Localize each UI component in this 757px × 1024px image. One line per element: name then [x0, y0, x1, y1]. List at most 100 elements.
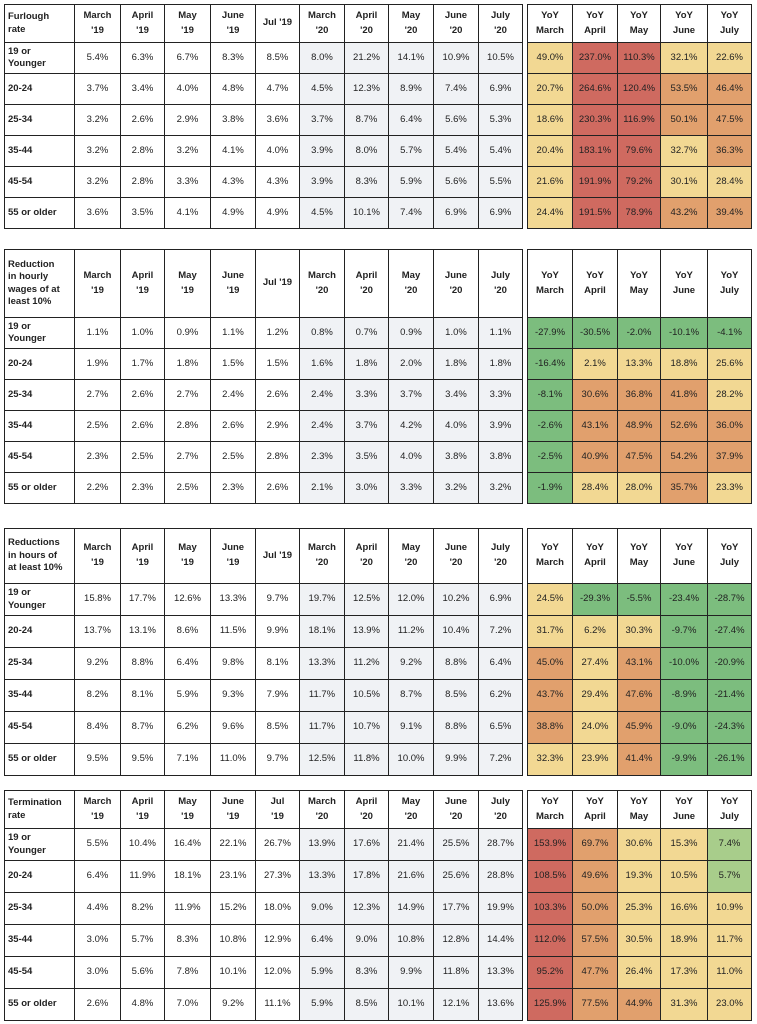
yoy-row: 112.0% 57.5% 30.5% 18.9% 11.7%	[527, 924, 752, 957]
yoy-row: -16.4% 2.1% 13.3% 18.8% 25.6%	[527, 348, 752, 380]
value-cell: 8.5%	[255, 42, 300, 74]
yoy-cell: 54.2%	[660, 441, 708, 473]
value-cell: 18.1%	[299, 615, 345, 648]
value-cell: 12.0%	[255, 956, 300, 989]
value-cell: 11.9%	[164, 892, 211, 925]
yoy-cell: 31.7%	[527, 615, 573, 648]
yoy-row: 153.9% 69.7% 30.6% 15.3% 7.4%	[527, 828, 752, 861]
value-cell: 8.2%	[120, 892, 165, 925]
value-cell: 27.3%	[255, 860, 300, 893]
yoy-cell: 50.0%	[572, 892, 618, 925]
yoy-cell: 47.5%	[617, 441, 661, 473]
yoy-cell: 43.2%	[660, 197, 708, 229]
value-cell: 6.4%	[164, 647, 211, 680]
yoy-column-header: YoY April	[572, 4, 618, 43]
value-cell: 1.5%	[255, 348, 300, 380]
value-cell: 3.5%	[344, 441, 389, 473]
value-cell: 8.2%	[74, 679, 121, 712]
value-cell: 8.5%	[433, 679, 479, 712]
yoy-column-header: YoY May	[617, 790, 661, 829]
yoy-cell: 191.9%	[572, 166, 618, 198]
age-group-label: 20-24	[4, 615, 75, 648]
value-cell: 21.4%	[388, 828, 434, 861]
table-row: 45-54 2.3% 2.5% 2.7% 2.5% 2.8% 2.3% 3.5% 4.0% 3.8…	[4, 441, 523, 473]
value-cell: 13.3%	[478, 956, 523, 989]
termination-rate-section: Termination rate March '19 April '19 May '1…	[0, 790, 757, 1021]
column-header: April '19	[120, 790, 165, 829]
yoy-cell: 29.4%	[572, 679, 618, 712]
value-cell: 2.7%	[74, 379, 121, 411]
value-cell: 1.7%	[120, 348, 165, 380]
value-cell: 4.3%	[255, 166, 300, 198]
value-cell: 8.8%	[120, 647, 165, 680]
value-cell: 13.3%	[210, 583, 256, 616]
value-cell: 2.9%	[255, 410, 300, 442]
value-cell: 11.8%	[433, 956, 479, 989]
value-cell: 5.3%	[478, 104, 523, 136]
yoy-cell: 108.5%	[527, 860, 573, 893]
yoy-cell: 30.1%	[660, 166, 708, 198]
yoy-cell: 24.5%	[527, 583, 573, 616]
yoy-row: -2.5% 40.9% 47.5% 54.2% 37.9%	[527, 441, 752, 473]
age-group-label: 19 or Younger	[4, 317, 75, 349]
table-row: 35-44 3.0% 5.7% 8.3% 10.8% 12.9% 6.4% 9.0% 10.8%…	[4, 924, 523, 957]
yoy-column-header: YoY March	[527, 790, 573, 829]
value-cell: 13.9%	[344, 615, 389, 648]
yoy-header-row: YoY March YoY April YoY May YoY June YoY Jul…	[527, 528, 752, 584]
value-cell: 1.0%	[433, 317, 479, 349]
table-row: 25-34 9.2% 8.8% 6.4% 9.8% 8.1% 13.3% 11.2% 9.2% 8…	[4, 647, 523, 680]
value-cell: 3.2%	[164, 135, 211, 167]
value-cell: 2.6%	[120, 379, 165, 411]
yoy-column-header: YoY June	[660, 790, 708, 829]
column-header: April '20	[344, 4, 389, 43]
value-cell: 5.9%	[299, 988, 345, 1021]
value-cell: 5.4%	[74, 42, 121, 74]
column-header: Jul '19	[255, 528, 300, 584]
yoy-cell: 18.9%	[660, 924, 708, 957]
table-row: 45-54 8.4% 8.7% 6.2% 9.6% 8.5% 11.7% 10.7% 9.1% 8…	[4, 711, 523, 744]
yoy-cell: -2.0%	[617, 317, 661, 349]
value-cell: 5.9%	[164, 679, 211, 712]
yoy-cell: 18.6%	[527, 104, 573, 136]
yoy-cell: 2.1%	[572, 348, 618, 380]
yoy-cell: -27.4%	[707, 615, 752, 648]
age-group-label: 55 or older	[4, 472, 75, 504]
table-row: 55 or older 3.6% 3.5% 4.1% 4.9% 4.9% 4.5% 10.1%…	[4, 197, 523, 229]
value-cell: 3.0%	[344, 472, 389, 504]
yoy-cell: 22.6%	[707, 42, 752, 74]
value-cell: 3.3%	[344, 379, 389, 411]
yoy-cell: -26.1%	[707, 743, 752, 776]
value-cell: 9.8%	[210, 647, 256, 680]
value-cell: 3.6%	[74, 197, 121, 229]
yoy-cell: 36.3%	[707, 135, 752, 167]
age-group-label: 45-54	[4, 956, 75, 989]
value-cell: 1.1%	[478, 317, 523, 349]
column-header: June '19	[210, 4, 256, 43]
furlough-rate-body: Furlough rate March '19 April '19 May '19 Ju…	[4, 4, 523, 229]
column-header: April '19	[120, 249, 165, 318]
yoy-cell: -8.9%	[660, 679, 708, 712]
yoy-cell: 30.6%	[617, 828, 661, 861]
table-row: 55 or older 9.5% 9.5% 7.1% 11.0% 9.7% 12.5% 11.…	[4, 743, 523, 776]
value-cell: 11.7%	[299, 711, 345, 744]
value-cell: 7.8%	[164, 956, 211, 989]
age-group-label: 20-24	[4, 860, 75, 893]
value-cell: 2.6%	[120, 410, 165, 442]
yoy-cell: -29.3%	[572, 583, 618, 616]
furlough-rate-yoy-body: YoY March YoY April YoY May YoY June YoY Jul…	[527, 4, 752, 229]
value-cell: 23.1%	[210, 860, 256, 893]
age-group-label: 55 or older	[4, 988, 75, 1021]
yoy-cell: -24.3%	[707, 711, 752, 744]
yoy-cell: 28.4%	[572, 472, 618, 504]
value-cell: 2.3%	[74, 441, 121, 473]
yoy-cell: 28.0%	[617, 472, 661, 504]
termination-rate-table: Termination rate March '19 April '19 May '1…	[4, 790, 523, 1021]
value-cell: 25.5%	[433, 828, 479, 861]
value-cell: 4.3%	[210, 166, 256, 198]
age-group-label: 35-44	[4, 135, 75, 167]
value-cell: 28.7%	[478, 828, 523, 861]
column-header: May '19	[164, 4, 211, 43]
value-cell: 0.9%	[164, 317, 211, 349]
value-cell: 1.2%	[255, 317, 300, 349]
value-cell: 15.2%	[210, 892, 256, 925]
